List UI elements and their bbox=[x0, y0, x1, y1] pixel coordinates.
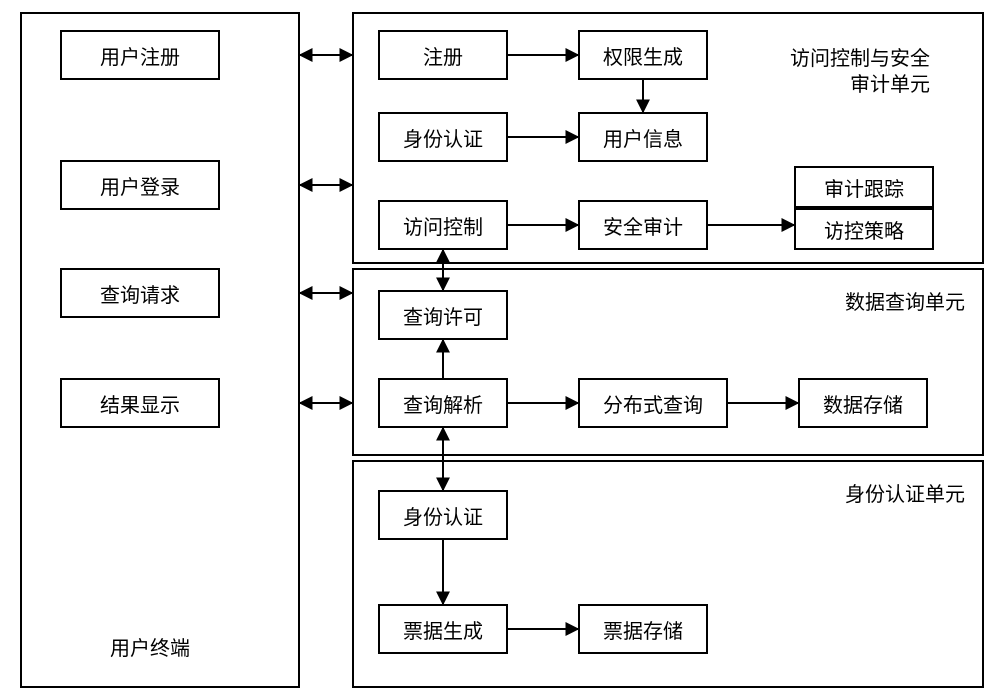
node-user-info: 用户信息 bbox=[578, 112, 708, 162]
node-result-display: 结果显示 bbox=[60, 378, 220, 428]
node-query-request: 查询请求 bbox=[60, 268, 220, 318]
node-id-auth2: 身份认证 bbox=[378, 490, 508, 540]
access-unit-label: 访问控制与安全 审计单元 bbox=[790, 20, 930, 98]
node-access-policy: 访控策略 bbox=[794, 208, 934, 250]
node-access-ctrl: 访问控制 bbox=[378, 200, 508, 250]
node-ticket-store: 票据存储 bbox=[578, 604, 708, 654]
node-query-parse: 查询解析 bbox=[378, 378, 508, 428]
node-sec-audit: 安全审计 bbox=[578, 200, 708, 250]
user-terminal-label: 用户终端 bbox=[110, 636, 190, 662]
user-terminal-container bbox=[20, 12, 300, 688]
node-perm-gen: 权限生成 bbox=[578, 30, 708, 80]
query-unit-label: 数据查询单元 bbox=[845, 290, 965, 316]
node-user-login: 用户登录 bbox=[60, 160, 220, 210]
node-query-permit: 查询许可 bbox=[378, 290, 508, 340]
node-dist-query: 分布式查询 bbox=[578, 378, 728, 428]
node-register: 注册 bbox=[378, 30, 508, 80]
node-user-register: 用户注册 bbox=[60, 30, 220, 80]
node-id-auth: 身份认证 bbox=[378, 112, 508, 162]
node-data-store: 数据存储 bbox=[798, 378, 928, 428]
node-ticket-gen: 票据生成 bbox=[378, 604, 508, 654]
identity-unit-label: 身份认证单元 bbox=[845, 482, 965, 508]
node-audit-track: 审计跟踪 bbox=[794, 166, 934, 208]
